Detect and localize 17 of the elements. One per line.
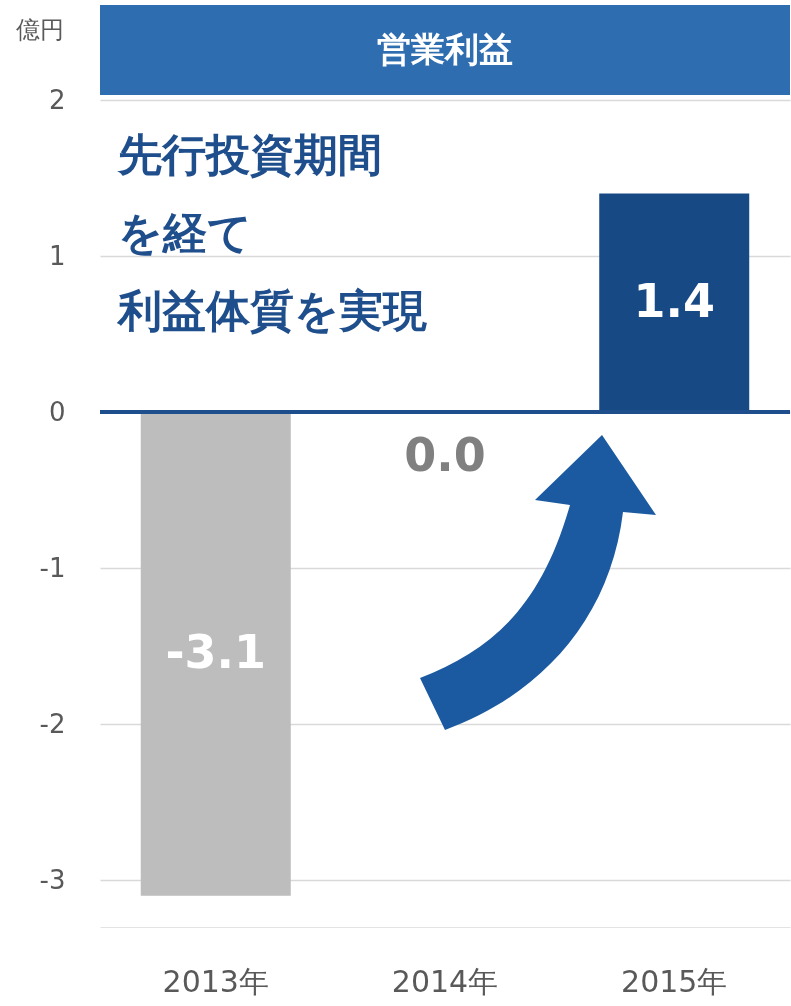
annotation: を経て [118, 207, 252, 258]
data-label: -3.1 [165, 624, 267, 679]
annotation: 利益体質を実現 [116, 285, 427, 336]
chart-title: 営業利益 [100, 5, 790, 95]
y-axis-title: 億円 [15, 15, 64, 44]
y-tick-label: -2 [39, 708, 66, 739]
x-tick-label: 2015年 [621, 963, 728, 999]
data-label: 0.0 [404, 428, 486, 483]
y-tick-label: 2 [48, 84, 66, 115]
data-label: 1.4 [633, 273, 715, 328]
y-tick-label: -1 [39, 552, 66, 583]
x-tick-label: 2013年 [162, 963, 269, 999]
annotation: 先行投資期間 [117, 129, 382, 180]
y-tick-label: 1 [48, 240, 66, 271]
y-tick-label: -3 [39, 864, 66, 895]
x-tick-label: 2014年 [391, 963, 499, 999]
y-tick-label: 0 [48, 396, 66, 427]
